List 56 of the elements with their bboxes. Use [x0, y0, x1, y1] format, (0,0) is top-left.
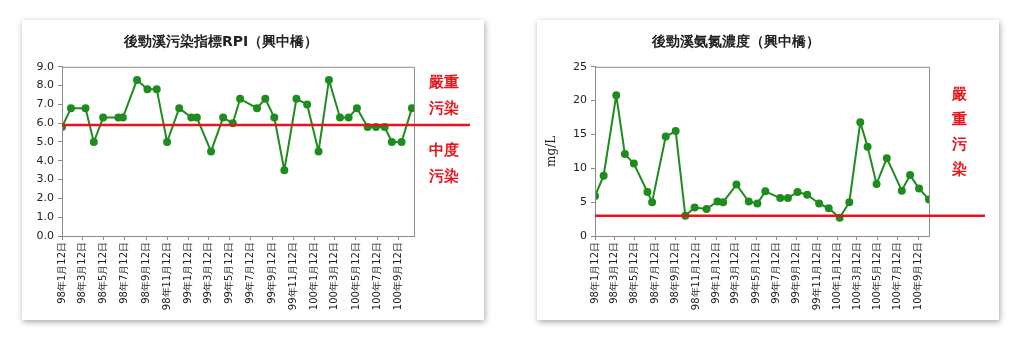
x-tick-label: 98年7月12日: [118, 242, 130, 304]
y-tick-label: 4.0: [36, 153, 54, 167]
y-tick-label: 7.0: [36, 97, 54, 111]
y-tick-label: 8.0: [36, 78, 54, 92]
x-tick-label: 98年1月12日: [588, 242, 600, 304]
x-tick-label: 99年7月12日: [769, 242, 781, 304]
x-tick-label: 99年7月12日: [244, 242, 256, 304]
y-tick-label: 2.0: [36, 191, 54, 205]
x-tick-label: 99年9月12日: [265, 242, 277, 304]
x-tick-label: 99年1月12日: [181, 242, 193, 304]
x-tick-label: 100年5月12日: [349, 242, 361, 311]
x-tick-label: 98年3月12日: [75, 242, 87, 304]
x-tick-label: 99年11月12日: [286, 242, 298, 311]
chart-title: 後勁溪氨氮濃度（興中橋）: [651, 33, 820, 50]
y-tick-label: 10: [573, 161, 587, 175]
x-tick-label: 99年3月12日: [202, 242, 214, 304]
y-tick-label: 0: [580, 228, 587, 242]
x-tick-label: 99年3月12日: [729, 242, 741, 304]
x-tick-label: 100年3月12日: [850, 242, 862, 311]
x-tick-label: 100年1月12日: [830, 242, 842, 311]
x-tick-label: 99年11月12日: [810, 242, 822, 311]
text: 嚴重污染: [428, 72, 459, 117]
x-tick-label: 98年7月12日: [648, 242, 660, 304]
text: 嚴重污染: [950, 84, 968, 178]
x-tick-label: 98年3月12日: [608, 242, 620, 304]
x-tick-label: 98年5月12日: [97, 242, 109, 304]
x-tick-label: 98年5月12日: [628, 242, 640, 304]
y-tick-label: 9.0: [36, 59, 54, 73]
x-tick-label: 100年5月12日: [870, 242, 882, 311]
y-tick-label: 20: [573, 93, 587, 107]
x-tick-label: 98年9月12日: [669, 242, 681, 304]
x-tick-label: 99年9月12日: [790, 242, 802, 304]
x-tick-label: 98年11月12日: [689, 242, 701, 311]
x-tick-label: 100年7月12日: [370, 242, 382, 311]
x-tick-label: 99年5月12日: [749, 242, 761, 304]
x-tick-label: 98年11月12日: [160, 242, 172, 311]
y-axis-title: mg/L: [544, 135, 559, 167]
x-tick-label: 98年9月12日: [139, 242, 151, 304]
x-tick-label: 100年1月12日: [308, 242, 320, 311]
y-tick-label: 5.0: [36, 134, 54, 148]
y-tick-label: 6.0: [36, 116, 54, 130]
x-tick-label: 100年7月12日: [891, 242, 903, 311]
x-tick-label: 100年9月12日: [911, 242, 923, 311]
y-tick-label: 3.0: [36, 172, 54, 186]
x-tick-label: 100年3月12日: [328, 242, 340, 311]
y-tick-label: 5: [580, 195, 587, 209]
y-tick-label: 15: [573, 127, 587, 141]
y-tick-label: 1.0: [36, 210, 54, 224]
x-tick-label: 99年1月12日: [709, 242, 721, 304]
chart-title: 後勁溪污染指標RPI（興中橋）: [122, 33, 319, 50]
y-tick-label: 25: [573, 59, 587, 73]
x-tick-label: 99年5月12日: [223, 242, 235, 304]
y-tick-label: 0.0: [36, 228, 54, 242]
x-tick-label: 98年1月12日: [55, 242, 67, 304]
x-tick-label: 100年9月12日: [392, 242, 404, 311]
text: 中度污染: [428, 140, 459, 185]
